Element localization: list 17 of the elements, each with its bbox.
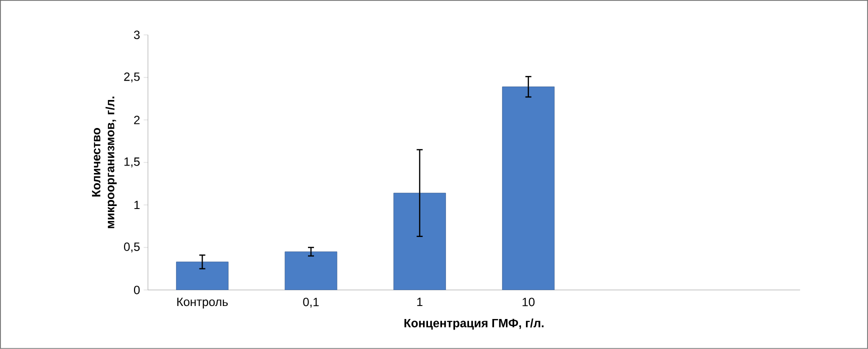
y-tick-label: 0	[134, 286, 140, 294]
y-tick-label: 1,5	[124, 158, 140, 168]
y-tick-label: 2	[134, 116, 140, 124]
bar	[284, 252, 338, 290]
bar	[393, 192, 446, 290]
bar	[176, 262, 228, 290]
x-tick-label: 1	[417, 298, 422, 306]
y-tick-label: 0,5	[124, 242, 140, 252]
x-tick-label: Контроль	[177, 298, 228, 309]
x-tick-label: 0,1	[303, 298, 319, 308]
y-axis-title: Количество микроорганизмов, г/л.	[92, 96, 117, 228]
y-tick-label: 2,5	[124, 72, 140, 82]
x-axis-title: Концентрация ГМФ, г/л.	[404, 318, 544, 330]
bar	[502, 86, 555, 290]
y-tick-label: 1	[134, 200, 140, 210]
x-tick-label: 10	[522, 298, 535, 306]
y-tick-label: 3	[134, 30, 140, 40]
